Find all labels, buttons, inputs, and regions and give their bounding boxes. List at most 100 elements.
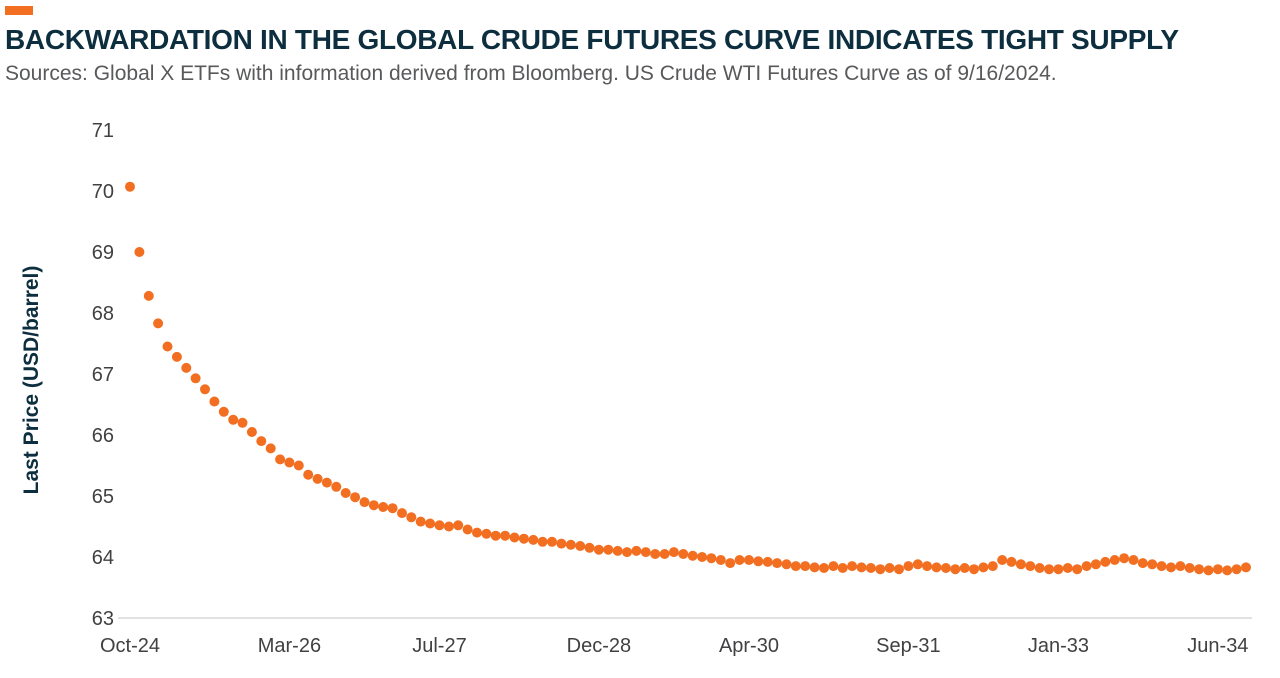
data-point	[678, 549, 689, 559]
chart-title: BACKWARDATION IN THE GLOBAL CRUDE FUTURE…	[5, 24, 1179, 55]
data-point	[781, 559, 792, 570]
data-point	[1081, 561, 1092, 572]
x-tick-label: Oct-24	[100, 635, 160, 657]
data-point	[837, 563, 848, 573]
data-point	[997, 555, 1008, 565]
data-point	[1119, 553, 1130, 564]
chart-subtitle: Sources: Global X ETFs with information …	[5, 62, 1057, 85]
data-point	[462, 524, 473, 535]
data-point	[228, 414, 239, 425]
data-point	[509, 532, 520, 543]
data-point	[143, 290, 154, 301]
data-point	[1156, 561, 1167, 572]
data-point	[190, 373, 201, 384]
data-point	[584, 542, 595, 553]
data-point	[894, 564, 904, 575]
data-point	[321, 477, 332, 488]
data-point	[312, 473, 323, 484]
data-point	[256, 436, 267, 447]
data-point	[631, 545, 642, 556]
data-point	[200, 384, 210, 395]
data-point	[1147, 559, 1158, 570]
y-tick-label: 64	[92, 547, 114, 569]
data-point	[940, 563, 951, 573]
data-point	[500, 530, 511, 541]
data-point	[331, 481, 342, 492]
x-tick-label: Dec-28	[567, 635, 631, 657]
data-point	[293, 460, 304, 471]
data-point	[875, 564, 886, 575]
data-point	[443, 521, 454, 532]
data-point	[640, 547, 651, 558]
data-point	[171, 351, 182, 362]
data-point	[715, 555, 726, 565]
data-point	[340, 488, 351, 498]
data-point	[162, 341, 173, 352]
data-point	[978, 562, 989, 573]
data-point	[415, 516, 426, 527]
data-point	[425, 518, 436, 529]
data-point	[246, 427, 257, 437]
data-point	[612, 545, 623, 556]
y-tick-label: 71	[92, 120, 114, 142]
data-point	[762, 556, 773, 567]
x-tick-label: Sep-31	[876, 635, 941, 657]
data-point	[1025, 561, 1036, 572]
data-point	[1128, 555, 1139, 565]
data-point	[790, 561, 801, 572]
data-point	[931, 562, 942, 573]
data-point	[593, 544, 604, 555]
data-point	[1194, 564, 1205, 575]
data-point	[744, 555, 754, 565]
data-point	[772, 558, 783, 569]
data-point	[406, 512, 417, 523]
data-point	[218, 406, 229, 417]
data-point	[697, 552, 708, 562]
data-point	[1072, 564, 1083, 575]
x-tick-label: Mar-26	[258, 635, 321, 657]
data-point	[725, 558, 736, 569]
x-tick-label: Apr-30	[719, 635, 779, 657]
data-point	[1212, 564, 1223, 575]
data-point	[275, 454, 286, 465]
data-point	[687, 550, 698, 561]
data-point	[922, 561, 933, 572]
data-point	[1184, 563, 1195, 573]
data-point	[481, 528, 492, 539]
data-point	[1241, 562, 1251, 573]
y-axis-title: Last Price (USD/barrel)	[20, 266, 43, 495]
data-point	[819, 563, 829, 573]
data-point	[603, 544, 614, 555]
data-point	[387, 503, 398, 514]
data-point	[378, 502, 389, 512]
data-point	[800, 561, 811, 572]
data-point	[397, 508, 407, 519]
futures-curve-chart: 63 64 65 66 67 68 69 70 71 Oct-24 Mar-26 Jul-27 Dec-…	[20, 120, 1252, 657]
data-point	[237, 417, 248, 428]
data-point	[622, 547, 632, 558]
data-point	[359, 497, 370, 508]
y-tick-label: 65	[92, 486, 114, 508]
x-tick-label: Jul-27	[412, 635, 466, 657]
data-point	[368, 500, 379, 511]
data-point	[884, 563, 895, 573]
data-point	[434, 520, 445, 531]
data-point	[537, 536, 548, 547]
data-point	[1090, 559, 1101, 570]
data-point	[809, 562, 820, 573]
data-point	[453, 520, 464, 531]
data-point	[181, 362, 192, 373]
data-point	[753, 556, 764, 567]
data-point	[1109, 555, 1120, 565]
data-point	[650, 549, 661, 559]
data-point	[153, 318, 164, 329]
data-point	[303, 469, 314, 480]
data-point	[856, 562, 867, 573]
data-point	[472, 527, 482, 538]
data-point	[950, 564, 961, 575]
data-point	[847, 561, 858, 572]
data-point	[265, 443, 276, 454]
y-tick-label: 69	[92, 242, 114, 264]
data-point	[547, 536, 557, 547]
